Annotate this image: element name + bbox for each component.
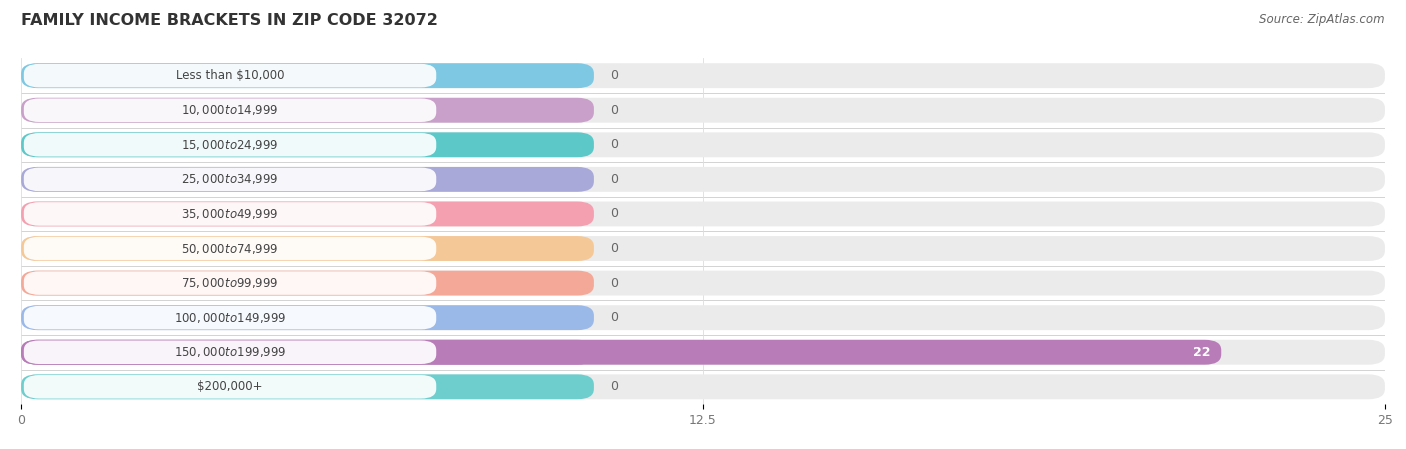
Text: $35,000 to $49,999: $35,000 to $49,999 xyxy=(181,207,278,221)
FancyBboxPatch shape xyxy=(21,305,593,330)
Text: Less than $10,000: Less than $10,000 xyxy=(176,69,284,82)
FancyBboxPatch shape xyxy=(24,64,436,88)
Text: 0: 0 xyxy=(610,138,619,151)
FancyBboxPatch shape xyxy=(24,202,436,226)
Text: $25,000 to $34,999: $25,000 to $34,999 xyxy=(181,172,278,186)
Text: $15,000 to $24,999: $15,000 to $24,999 xyxy=(181,138,278,152)
FancyBboxPatch shape xyxy=(21,374,1385,399)
FancyBboxPatch shape xyxy=(21,63,1385,88)
FancyBboxPatch shape xyxy=(21,271,1385,295)
Text: Source: ZipAtlas.com: Source: ZipAtlas.com xyxy=(1260,13,1385,26)
FancyBboxPatch shape xyxy=(21,236,1385,261)
Text: 0: 0 xyxy=(610,380,619,393)
Text: $10,000 to $14,999: $10,000 to $14,999 xyxy=(181,103,278,117)
FancyBboxPatch shape xyxy=(21,167,1385,192)
Text: 0: 0 xyxy=(610,277,619,290)
Text: 22: 22 xyxy=(1192,346,1211,359)
Text: 0: 0 xyxy=(610,311,619,324)
FancyBboxPatch shape xyxy=(21,374,593,399)
FancyBboxPatch shape xyxy=(21,132,593,157)
FancyBboxPatch shape xyxy=(24,271,436,295)
Text: 0: 0 xyxy=(610,69,619,82)
Text: $50,000 to $74,999: $50,000 to $74,999 xyxy=(181,242,278,255)
Text: $100,000 to $149,999: $100,000 to $149,999 xyxy=(174,311,287,325)
FancyBboxPatch shape xyxy=(24,237,436,260)
FancyBboxPatch shape xyxy=(21,271,593,295)
FancyBboxPatch shape xyxy=(24,306,436,330)
Text: 0: 0 xyxy=(610,207,619,220)
FancyBboxPatch shape xyxy=(21,167,593,192)
FancyBboxPatch shape xyxy=(24,98,436,122)
FancyBboxPatch shape xyxy=(21,305,1385,330)
FancyBboxPatch shape xyxy=(21,202,1385,226)
FancyBboxPatch shape xyxy=(21,340,593,365)
FancyBboxPatch shape xyxy=(21,340,1385,365)
FancyBboxPatch shape xyxy=(24,167,436,191)
FancyBboxPatch shape xyxy=(24,133,436,157)
FancyBboxPatch shape xyxy=(21,202,593,226)
FancyBboxPatch shape xyxy=(21,236,593,261)
FancyBboxPatch shape xyxy=(21,63,593,88)
FancyBboxPatch shape xyxy=(24,375,436,399)
Text: $200,000+: $200,000+ xyxy=(197,380,263,393)
Text: FAMILY INCOME BRACKETS IN ZIP CODE 32072: FAMILY INCOME BRACKETS IN ZIP CODE 32072 xyxy=(21,13,437,28)
Text: 0: 0 xyxy=(610,173,619,186)
Text: 0: 0 xyxy=(610,242,619,255)
Text: $150,000 to $199,999: $150,000 to $199,999 xyxy=(174,345,287,359)
FancyBboxPatch shape xyxy=(24,340,436,364)
FancyBboxPatch shape xyxy=(21,98,593,123)
FancyBboxPatch shape xyxy=(21,98,1385,123)
FancyBboxPatch shape xyxy=(21,132,1385,157)
FancyBboxPatch shape xyxy=(21,340,1222,365)
Text: 0: 0 xyxy=(610,104,619,117)
Text: $75,000 to $99,999: $75,000 to $99,999 xyxy=(181,276,278,290)
